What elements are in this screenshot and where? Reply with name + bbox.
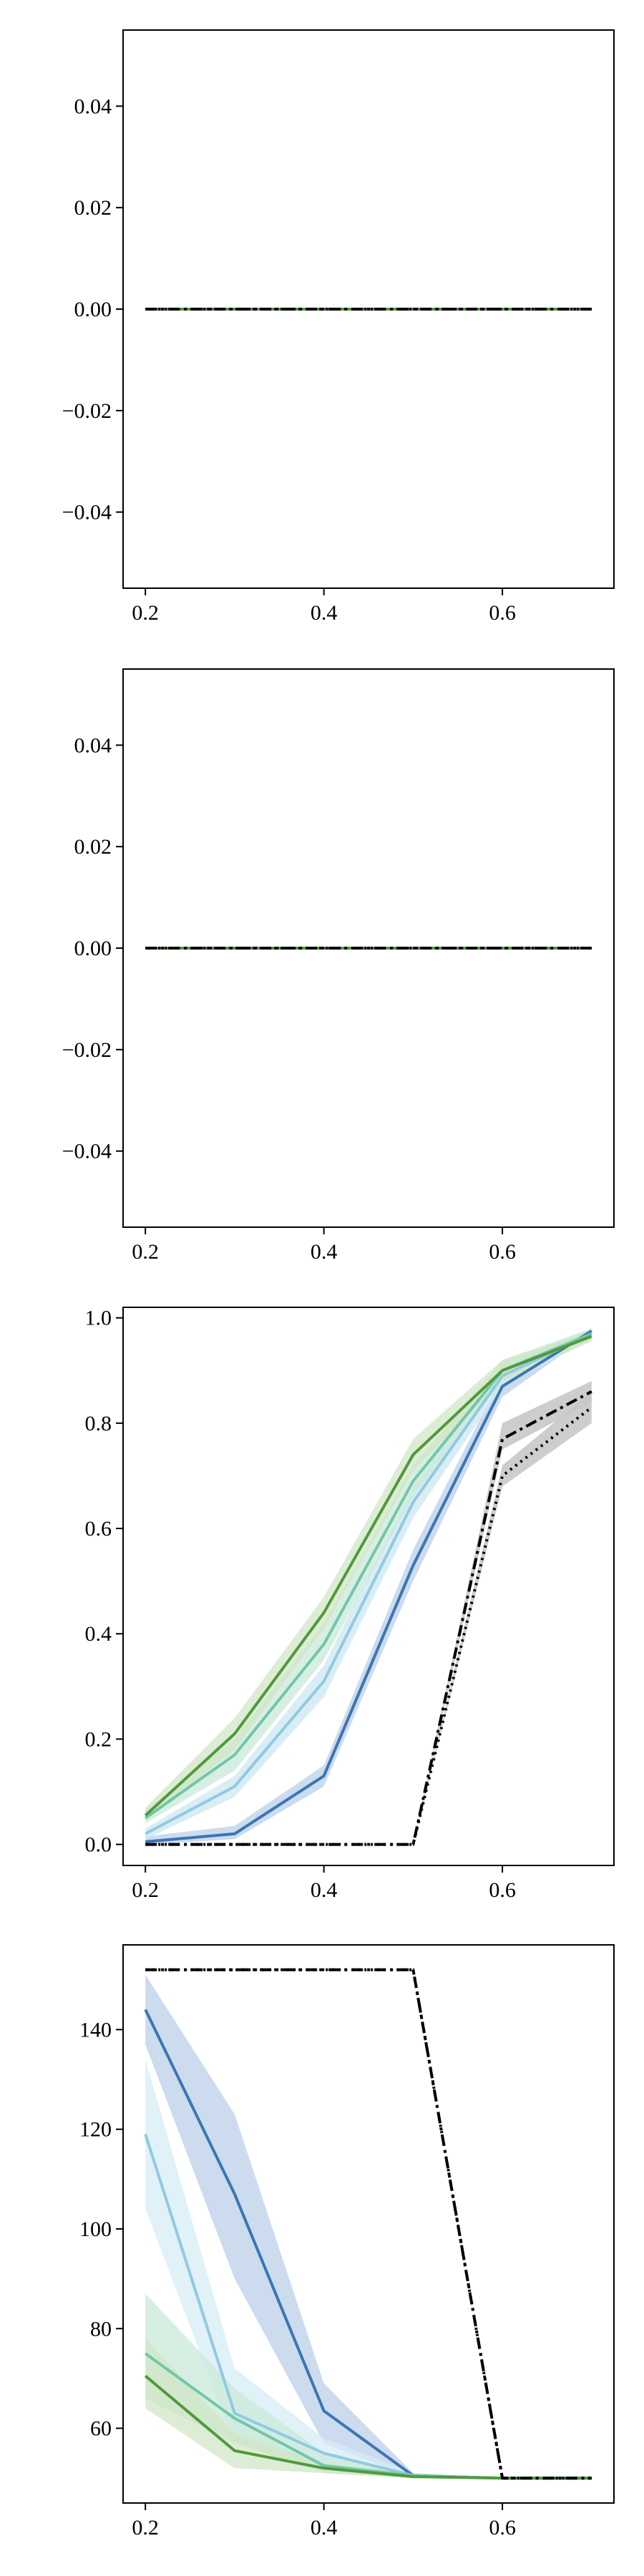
x-tick-label: 0.4 [311, 2516, 338, 2540]
subplot-1: 0.2 0.4 0.6 −0.04 −0.02 0.00 0.02 0.04 [62, 29, 615, 625]
y-tick-label: 0.02 [74, 196, 112, 220]
y-tick-label: 0.04 [74, 94, 112, 118]
x-tick-label: 0.6 [489, 601, 516, 625]
series-band-2 [145, 1328, 592, 1840]
series-line-1 [145, 1330, 592, 1843]
x-tick-label: 0.2 [132, 601, 159, 625]
x-tick-label: 0.2 [132, 1878, 159, 1902]
x-tick-label: 0.4 [311, 601, 338, 625]
y-tick-label: 100 [79, 2218, 112, 2241]
axes-frame [122, 1944, 615, 2504]
y-tick-label: 1.0 [85, 1307, 112, 1330]
x-tick-label: 0.6 [489, 2516, 516, 2540]
series-band-5 [145, 1391, 592, 1845]
y-tick-label: −0.02 [62, 399, 112, 423]
y-tick-label: 0.4 [85, 1622, 112, 1646]
series-band-3 [145, 2293, 592, 2479]
x-tick-label: 0.6 [489, 1240, 516, 1264]
series-line-2 [145, 1332, 592, 1835]
subplot-2: 0.2 0.4 0.6 −0.04 −0.02 0.00 0.02 0.04 [62, 668, 615, 1264]
y-tick-label: 0.2 [85, 1727, 112, 1751]
y-tick-label: 0.00 [74, 298, 112, 321]
x-tick-label: 0.2 [132, 1240, 159, 1264]
series-line-5 [145, 1968, 592, 2480]
x-tick-label: 0.6 [489, 1878, 516, 1902]
subplot-3: 0.2 0.4 0.6 0.0 0.2 0.4 0.6 0.8 1.0 [85, 1307, 615, 1902]
series-line-6 [145, 1390, 592, 1846]
series-band-3 [145, 1328, 592, 1824]
x-tick-label: 0.2 [132, 2516, 159, 2540]
x-tick-label: 0.4 [311, 1878, 338, 1902]
axes-frame [122, 1307, 615, 1866]
subplot-4: 0.2 0.4 0.6 60 80 100 120 140 [79, 1944, 615, 2540]
series-band-4 [145, 1331, 592, 1821]
series-band-4 [145, 2338, 592, 2479]
y-tick-label: 0.8 [85, 1412, 112, 1435]
series-line-6 [145, 1968, 592, 2480]
series-band-1 [145, 1974, 592, 2479]
y-tick-label: 0.6 [85, 1517, 112, 1541]
y-tick-label: 140 [79, 2018, 112, 2041]
y-tick-label: 0.02 [74, 835, 112, 859]
y-tick-label: 80 [90, 2317, 112, 2341]
y-tick-label: −0.04 [62, 1140, 112, 1163]
y-tick-label: 0.00 [74, 937, 112, 960]
y-tick-label: −0.02 [62, 1038, 112, 1062]
series-line-4 [144, 1335, 592, 1817]
y-tick-label: −0.04 [62, 501, 112, 525]
y-tick-label: 0.04 [74, 733, 112, 757]
y-tick-label: 120 [79, 2118, 112, 2142]
y-tick-label: 60 [90, 2417, 112, 2441]
y-tick-label: 0.0 [85, 1833, 112, 1857]
x-tick-label: 0.4 [311, 1240, 338, 1264]
